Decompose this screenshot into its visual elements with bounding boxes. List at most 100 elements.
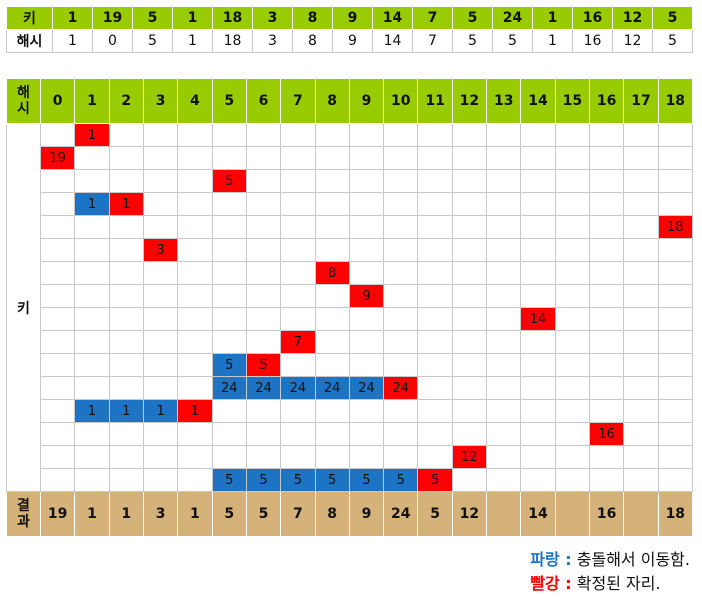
hash-cell: 1 — [532, 29, 573, 53]
step-cell — [39, 307, 76, 331]
step-cell — [554, 399, 591, 423]
slot-header-cell: 3 — [142, 78, 179, 124]
step-cell — [211, 422, 247, 446]
step-cell — [486, 146, 522, 170]
hash-cell: 5 — [492, 29, 533, 53]
key-column-label: 키 — [6, 123, 41, 492]
result-cell: 5 — [245, 491, 282, 537]
step-cell — [520, 376, 556, 400]
step-cell — [623, 146, 659, 170]
placed-cell: 16 — [588, 422, 625, 446]
step-cell — [108, 261, 144, 285]
step-row: 14 — [7, 307, 694, 331]
step-cell — [554, 330, 591, 354]
step-cell — [588, 261, 625, 285]
step-cell — [657, 468, 694, 492]
step-cell — [314, 307, 350, 331]
placed-cell: 14 — [520, 307, 556, 331]
step-cell — [280, 146, 316, 170]
step-cell — [280, 215, 316, 239]
hash-row-label: 해시 — [6, 29, 53, 53]
step-cell — [417, 445, 453, 469]
step-cell — [142, 330, 179, 354]
key-cell: 7 — [412, 6, 453, 30]
step-cell — [383, 146, 419, 170]
step-cell — [314, 422, 350, 446]
step-cell — [211, 307, 247, 331]
moved-cell: 5 — [383, 468, 419, 492]
step-cell — [520, 215, 556, 239]
step-cell — [314, 215, 350, 239]
step-cell — [588, 376, 625, 400]
step-cell — [211, 445, 247, 469]
step-cell — [348, 192, 385, 216]
moved-cell: 5 — [348, 468, 385, 492]
slot-header-cell: 16 — [588, 78, 625, 124]
legend-red-label: 빨강 : — [530, 574, 572, 593]
step-cell — [211, 238, 247, 262]
step-cell — [314, 399, 350, 423]
placed-cell: 24 — [383, 376, 419, 400]
step-cell — [74, 146, 110, 170]
slot-header-cell: 12 — [451, 78, 488, 124]
step-cell — [383, 169, 419, 193]
result-cell — [486, 491, 522, 537]
step-cell — [74, 445, 110, 469]
result-cell: 5 — [211, 491, 247, 537]
step-cell — [108, 330, 144, 354]
step-cell — [520, 192, 556, 216]
step-cell — [280, 284, 316, 308]
step-cell — [245, 422, 282, 446]
step-cell — [211, 284, 247, 308]
step-cell — [417, 123, 453, 147]
result-cell: 8 — [314, 491, 350, 537]
step-cell — [383, 261, 419, 285]
step-cell — [588, 330, 625, 354]
moved-cell: 5 — [211, 353, 247, 377]
step-cell — [417, 330, 453, 354]
step-cell — [280, 238, 316, 262]
step-cell — [520, 330, 556, 354]
hash-cell: 0 — [92, 29, 133, 53]
step-cell — [417, 353, 453, 377]
result-row: 결 과 19 1 1 3 1 5 5 7 8 9 24 5 12 14 16 18 — [6, 491, 694, 537]
step-cell — [417, 307, 453, 331]
step-cell — [417, 215, 453, 239]
step-cell — [177, 422, 213, 446]
step-cell — [108, 284, 144, 308]
slot-header-cell: 14 — [520, 78, 556, 124]
step-cell — [39, 422, 76, 446]
step-row: 12 — [7, 445, 694, 469]
step-cell — [383, 215, 419, 239]
result-cell — [623, 491, 659, 537]
step-cell — [383, 330, 419, 354]
step-cell — [108, 146, 144, 170]
step-cell — [142, 123, 179, 147]
step-cell — [383, 284, 419, 308]
step-cell — [451, 238, 488, 262]
key-cell: 1 — [172, 6, 213, 30]
step-cell — [39, 468, 76, 492]
moved-cell: 1 — [108, 399, 144, 423]
moved-cell: 1 — [74, 192, 110, 216]
step-cell — [108, 123, 144, 147]
result-cell: 3 — [142, 491, 179, 537]
step-cell — [554, 123, 591, 147]
step-cell — [554, 307, 591, 331]
step-cell — [451, 215, 488, 239]
step-cell — [108, 353, 144, 377]
step-cell — [451, 399, 488, 423]
step-cell — [314, 445, 350, 469]
step-cell — [348, 399, 385, 423]
step-cell — [108, 422, 144, 446]
step-cell — [177, 307, 213, 331]
step-cell — [554, 192, 591, 216]
step-cell — [348, 169, 385, 193]
slot-header-cell: 5 — [211, 78, 247, 124]
result-cell: 5 — [417, 491, 453, 537]
step-cell — [520, 422, 556, 446]
